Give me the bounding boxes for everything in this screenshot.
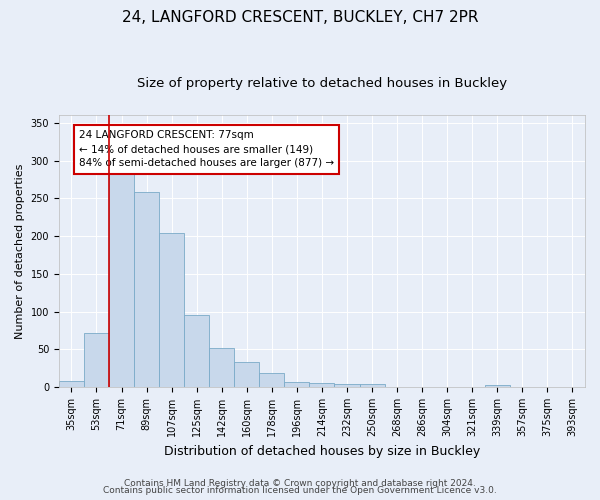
Text: 24, LANGFORD CRESCENT, BUCKLEY, CH7 2PR: 24, LANGFORD CRESCENT, BUCKLEY, CH7 2PR: [122, 10, 478, 25]
Bar: [259, 374, 284, 387]
Title: Size of property relative to detached houses in Buckley: Size of property relative to detached ho…: [137, 78, 507, 90]
Bar: [334, 384, 359, 387]
Text: Contains public sector information licensed under the Open Government Licence v3: Contains public sector information licen…: [103, 486, 497, 495]
Bar: [359, 384, 385, 387]
Bar: [184, 314, 209, 387]
Bar: [209, 348, 234, 387]
Bar: [109, 172, 134, 387]
Bar: [59, 381, 84, 387]
Text: Contains HM Land Registry data © Crown copyright and database right 2024.: Contains HM Land Registry data © Crown c…: [124, 478, 476, 488]
Bar: [284, 382, 310, 387]
Bar: [310, 382, 334, 387]
Bar: [234, 362, 259, 387]
Text: 24 LANGFORD CRESCENT: 77sqm
← 14% of detached houses are smaller (149)
84% of se: 24 LANGFORD CRESCENT: 77sqm ← 14% of det…: [79, 130, 334, 168]
Bar: [159, 233, 184, 387]
Bar: [485, 385, 510, 387]
Bar: [84, 332, 109, 387]
X-axis label: Distribution of detached houses by size in Buckley: Distribution of detached houses by size …: [164, 444, 480, 458]
Bar: [134, 192, 159, 387]
Y-axis label: Number of detached properties: Number of detached properties: [15, 164, 25, 339]
